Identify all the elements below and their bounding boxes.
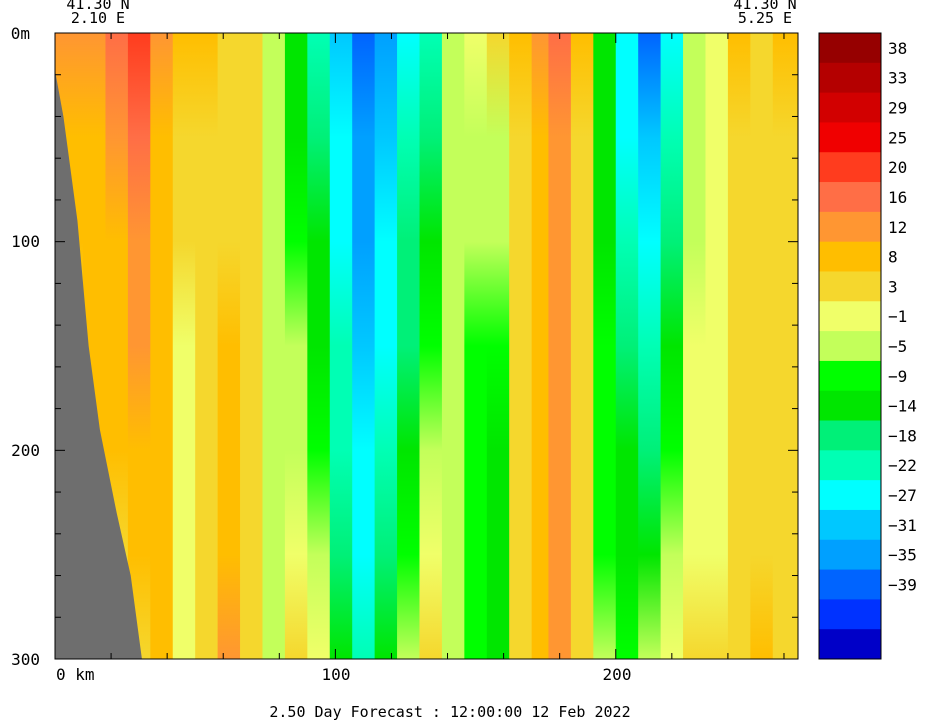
colorbar-swatch (819, 599, 881, 630)
colorbar-swatch (819, 569, 881, 600)
colorbar-swatch (819, 390, 881, 422)
field-band (464, 33, 488, 659)
colorbar-swatch (819, 360, 881, 392)
colorbar-swatch (819, 539, 881, 571)
y-tick-label-0: 0m (11, 24, 30, 43)
colorbar-label: −22 (888, 456, 917, 475)
axis-ticks (54, 32, 798, 660)
field-band (307, 33, 331, 659)
colorbar-label: −9 (888, 367, 907, 386)
colorbar-label: 20 (888, 158, 907, 177)
field-band (419, 33, 443, 659)
corner-right-lat: 41.30 N (733, 0, 796, 13)
colorbar-swatch (819, 301, 881, 332)
colorbar-label: −39 (888, 575, 917, 594)
field-band (548, 33, 572, 659)
colorbar-swatch (819, 331, 881, 362)
field-band (683, 33, 707, 659)
field-band (217, 33, 241, 659)
colorbar-labels: 38 33 29 25 20 16 12 8 3 −1 −5 −9 −14 −18 −22 −27 −31 −35… (888, 39, 917, 595)
colorbar-label: −18 (888, 426, 917, 445)
colorbar-frame (818, 32, 882, 660)
field-band (638, 33, 662, 659)
colorbar-swatch (819, 152, 881, 183)
corner-left-lon: 2.10 E (71, 9, 125, 27)
colorbar (818, 32, 882, 660)
field-band (352, 33, 376, 659)
field-band (240, 33, 264, 659)
colorbar-swatch (819, 271, 881, 302)
colorbar-swatch (819, 629, 881, 660)
colorbar-label: 16 (888, 188, 907, 207)
colorbar-swatch (819, 480, 881, 511)
seabed-shape (55, 70, 142, 659)
temperature-field (55, 33, 798, 659)
x-tick-label-200: 200 (603, 665, 632, 684)
field-band (195, 33, 219, 659)
colorbar-label: 3 (888, 277, 898, 296)
field-band (509, 33, 533, 659)
field-band (570, 33, 594, 659)
field-band (127, 33, 151, 659)
bathymetry-layer (55, 70, 142, 659)
colorbar-label: −14 (888, 397, 917, 416)
field-band (441, 33, 465, 659)
colorbar-swatch (819, 509, 881, 541)
colorbar-label: 25 (888, 128, 907, 147)
colorbar-label: 12 (888, 218, 907, 237)
field-band (531, 33, 550, 659)
colorbar-swatch (819, 33, 881, 64)
colorbar-swatch (819, 122, 881, 153)
colorbar-swatch (819, 420, 881, 451)
colorbar-label: 38 (888, 39, 907, 58)
field-band (593, 33, 617, 659)
field-band (329, 33, 353, 659)
colorbar-label: −27 (888, 486, 917, 505)
colorbar-swatch (819, 450, 881, 481)
colorbar-swatch (819, 62, 881, 94)
field-band (397, 33, 421, 659)
corner-left-lat: 41.30 N (66, 0, 129, 13)
field-band (750, 33, 774, 659)
plot-frame (54, 32, 799, 660)
forecast-caption: 2.50 Day Forecast : 12:00:00 12 Feb 2022 (269, 703, 630, 721)
field-band (262, 33, 286, 659)
field-band (615, 33, 639, 659)
field-band (284, 33, 308, 659)
colorbar-swatch (819, 211, 881, 243)
colorbar-swatch (819, 92, 881, 123)
colorbar-swatch (819, 241, 881, 272)
field-band (172, 33, 196, 659)
colorbar-label: −1 (888, 307, 907, 326)
colorbar-label: −35 (888, 546, 917, 565)
x-tick-label-0: 0 km (56, 665, 95, 684)
x-tick-label-100: 100 (322, 665, 351, 684)
colorbar-label: −31 (888, 516, 917, 535)
field-band (705, 33, 729, 659)
y-tick-label-100: 100 (11, 232, 40, 251)
field-band (727, 33, 751, 659)
field-band (486, 33, 510, 659)
corner-right-lon: 5.25 E (738, 9, 792, 27)
field-band (772, 33, 798, 659)
y-tick-label-200: 200 (11, 441, 40, 460)
colorbar-label: 29 (888, 99, 907, 118)
colorbar-label: 8 (888, 248, 898, 267)
y-tick-label-300: 300 (11, 650, 40, 669)
field-band (150, 33, 174, 659)
colorbar-label: −5 (888, 337, 907, 356)
field-band (660, 33, 684, 659)
colorbar-label: 33 (888, 69, 907, 88)
field-band (374, 33, 398, 659)
colorbar-swatch (819, 182, 881, 213)
